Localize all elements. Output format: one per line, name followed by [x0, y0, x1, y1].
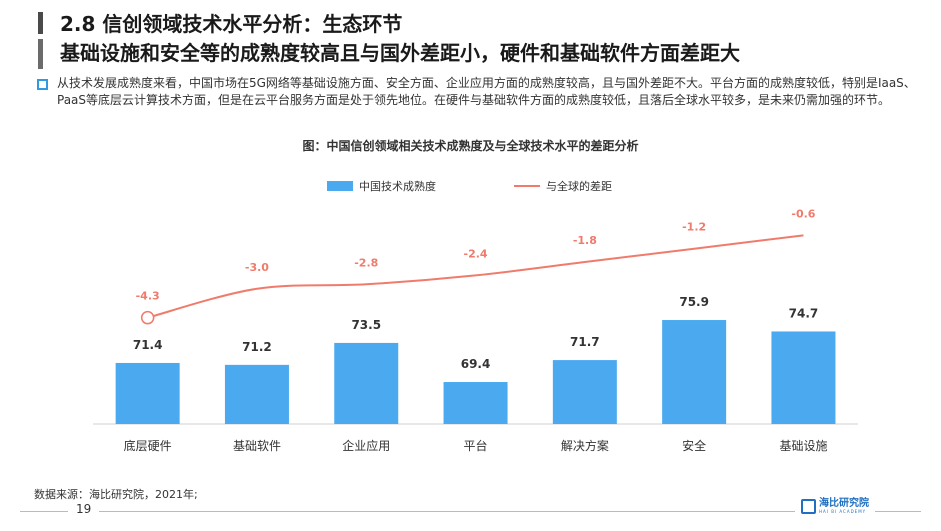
bar-label-1: 71.2: [242, 340, 272, 354]
bar-2: [334, 342, 399, 424]
gap-point-marker: [140, 310, 155, 325]
line-label-3: -2.4: [464, 247, 488, 260]
bar-4: [552, 360, 617, 424]
bullet-square-icon: [37, 79, 48, 90]
logo-subtext: HAI BI ACADEMY: [819, 509, 867, 514]
bar-label-6: 74.7: [789, 306, 819, 320]
bar-5: [662, 320, 727, 424]
x-tick-label-1: 基础软件: [233, 439, 281, 453]
x-tick-label-2: 企业应用: [342, 438, 390, 453]
bar-label-3: 69.4: [461, 357, 491, 371]
legend-bar-swatch: [327, 181, 353, 191]
x-tick-label-5: 安全: [682, 438, 706, 453]
x-tick-label-6: 基础设施: [779, 439, 827, 453]
line-label-4: -1.8: [573, 234, 597, 247]
page-title: 2.8 信创领域技术水平分析：生态环节: [60, 12, 403, 36]
title-accent-bar: [38, 39, 43, 69]
bar-6: [771, 331, 836, 424]
bar-label-5: 75.9: [679, 295, 709, 309]
title-accent-bar: [38, 12, 43, 34]
bar-3: [443, 382, 508, 424]
page-number: 19: [68, 502, 100, 516]
x-tick-label-3: 平台: [464, 438, 488, 453]
x-tick-label-4: 解决方案: [561, 438, 609, 453]
chart-title: 图：中国信创领域相关技术成熟度及与全球技术水平的差距分析: [302, 139, 639, 153]
bar-0: [115, 362, 180, 424]
line-label-0: -4.3: [136, 290, 160, 303]
line-label-2: -2.8: [354, 256, 378, 269]
legend-line-label: 与全球的差距: [546, 179, 612, 193]
legend-bar-label: 中国技术成熟度: [359, 179, 436, 193]
gap-line: [147, 234, 804, 319]
line-label-5: -1.2: [682, 221, 706, 234]
brand-logo: 海比研究院 HAI BI ACADEMY: [795, 499, 875, 514]
line-label-6: -0.6: [791, 207, 815, 220]
logo-text: 海比研究院: [819, 498, 869, 509]
x-tick-label-0: 底层硬件: [124, 438, 172, 453]
bar-label-4: 71.7: [570, 335, 600, 349]
footer-divider: [20, 511, 921, 512]
data-source: 数据来源：海比研究院，2021年;: [34, 488, 198, 501]
summary-text: 从技术发展成熟度来看，中国市场在5G网络等基础设施方面、安全方面、企业应用方面的…: [57, 76, 916, 107]
line-label-1: -3.0: [245, 261, 269, 274]
bar-1: [224, 364, 289, 424]
page-subtitle: 基础设施和安全等的成熟度较高且与国外差距小，硬件和基础软件方面差距大: [60, 41, 740, 65]
bar-label-0: 71.4: [133, 338, 163, 352]
logo-mark-icon: [801, 499, 816, 514]
bar-label-2: 73.5: [351, 318, 381, 332]
